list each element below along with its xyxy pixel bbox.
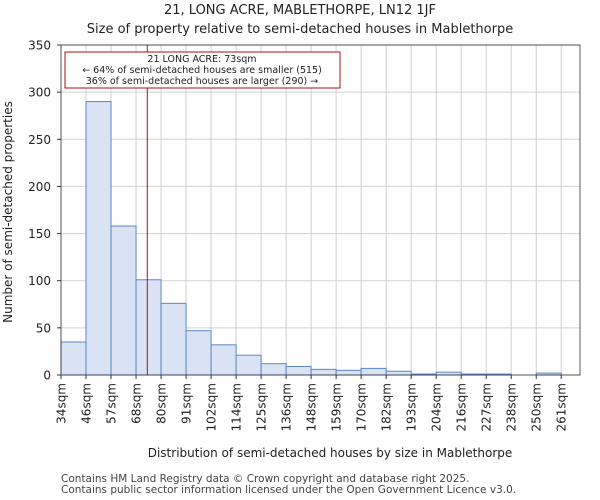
x-tick-label: 261sqm <box>555 383 569 431</box>
x-tick-label: 102sqm <box>205 383 219 431</box>
bar <box>360 367 387 376</box>
y-tick-label: 350 <box>28 39 51 53</box>
bar <box>185 330 212 376</box>
y-axis-ticks: 0 50 100 150 200 250 300 350 <box>28 39 61 383</box>
x-tick-label: 136sqm <box>280 383 294 431</box>
x-tick-label: 227sqm <box>480 383 494 431</box>
x-tick-label: 46sqm <box>80 383 94 424</box>
x-tick-label: 193sqm <box>405 383 419 431</box>
bar <box>110 225 137 376</box>
x-tick-label: 216sqm <box>455 383 469 431</box>
x-tick-label: 170sqm <box>355 383 369 431</box>
bar <box>85 101 112 376</box>
plot-frame <box>60 44 581 376</box>
bar <box>260 363 287 376</box>
x-tick-label: 182sqm <box>380 383 394 431</box>
x-tick-label: 125sqm <box>255 383 269 431</box>
annotation-line-2: ← 64% of semi-detached houses are smalle… <box>82 65 322 76</box>
y-tick-label: 50 <box>36 321 51 335</box>
x-tick-label: 250sqm <box>530 383 544 431</box>
x-tick-label: 91sqm <box>180 383 194 424</box>
annotation-line-3: 36% of semi-detached houses are larger (… <box>86 76 319 87</box>
footer-line-2: Contains public sector information licen… <box>61 484 517 496</box>
bar <box>210 344 237 376</box>
y-axis-label: Number of semi-detached properties <box>1 101 15 323</box>
y-tick-label: 150 <box>28 227 51 241</box>
x-axis-ticks: 34sqm 46sqm 57sqm 68sqm 80sqm 91sqm 102sqm 114s… <box>55 375 569 431</box>
bar <box>135 279 162 376</box>
x-tick-label: 159sqm <box>330 383 344 431</box>
chart-title: 21, LONG ACRE, MABLETHORPE, LN12 1JF <box>164 3 436 18</box>
x-tick-label: 34sqm <box>55 383 69 424</box>
x-tick-label: 204sqm <box>430 383 444 431</box>
y-tick-label: 250 <box>28 133 51 147</box>
y-tick-label: 200 <box>28 180 51 194</box>
y-tick-label: 300 <box>28 86 51 100</box>
x-tick-label: 68sqm <box>130 383 144 424</box>
annotation-box <box>64 51 341 89</box>
annotation-line-1: 21 LONG ACRE: 73sqm <box>147 54 256 65</box>
x-tick-label: 80sqm <box>155 383 169 424</box>
x-axis-label: Distribution of semi-detached houses by … <box>148 446 513 460</box>
bar <box>285 366 312 376</box>
marker-annotation: 21 LONG ACRE: 73sqm ← 64% of semi-detach… <box>64 51 341 89</box>
bar <box>60 341 87 376</box>
bar <box>235 354 262 376</box>
bar <box>335 369 362 376</box>
x-tick-label: 238sqm <box>505 383 519 431</box>
bar <box>435 371 462 376</box>
chart-subtitle: Size of property relative to semi-detach… <box>87 22 513 37</box>
y-tick-label: 0 <box>43 369 51 383</box>
footer-line-1: Contains HM Land Registry data © Crown c… <box>61 473 470 485</box>
x-tick-label: 57sqm <box>105 383 119 424</box>
x-tick-label: 148sqm <box>305 383 319 431</box>
bar <box>310 368 337 376</box>
x-tick-label: 114sqm <box>230 383 244 431</box>
bar <box>160 302 187 376</box>
bars <box>60 101 562 376</box>
bar <box>385 370 412 376</box>
y-tick-label: 100 <box>28 274 51 288</box>
